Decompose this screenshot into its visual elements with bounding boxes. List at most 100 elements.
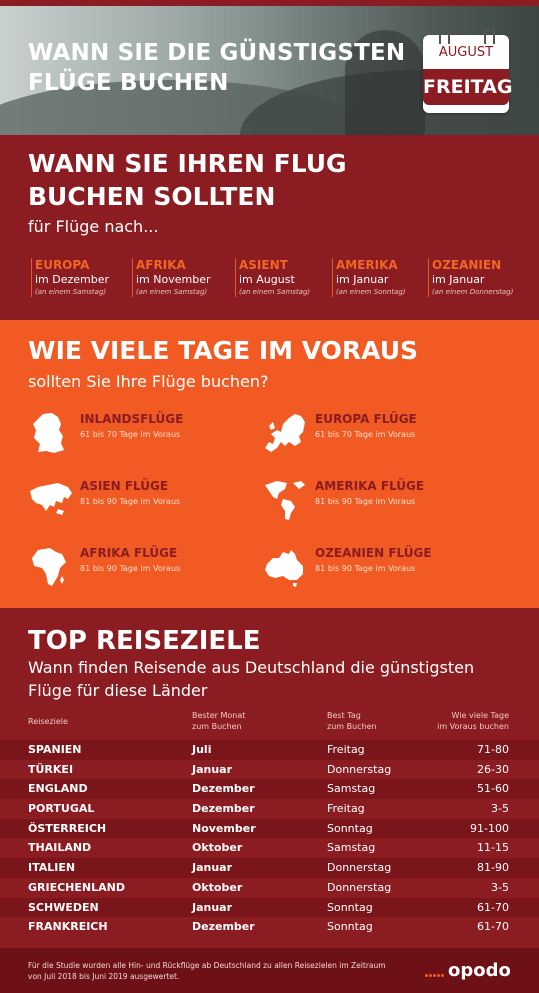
country-cell: GRIECHENLAND (28, 880, 125, 894)
header-destination: Reiseziele (28, 717, 68, 726)
table-row: THAILAND Oktober Samstag 11-15 (0, 838, 539, 859)
item-title: ASIEN FLÜGE (80, 479, 169, 493)
item-days: 81 bis 90 Tage im Voraus (80, 564, 181, 573)
item-days: 61 bis 70 Tage im Voraus (315, 430, 416, 439)
header-best-day: Best Tag zum Buchen (327, 710, 377, 732)
region-day: (an einem Samstag) (239, 288, 311, 296)
month-cell: Januar (192, 861, 233, 875)
opodo-logo: opodo (425, 960, 511, 982)
region-name: AMERIKA (336, 258, 398, 272)
day-cell: Donnerstag (327, 861, 392, 875)
item-title: AFRIKA FLÜGE (80, 546, 178, 560)
day-cell: Freitag (327, 743, 365, 756)
table-row: ENGLAND Dezember Samstag 51-60 (0, 779, 539, 800)
section-subtitle: sollten Sie Ihre Flüge buchen? (28, 372, 269, 391)
region-name: AFRIKA (136, 258, 186, 272)
region-day: (an einem Sonntag) (336, 288, 406, 296)
region-europe: EUROPA im Dezember (an einem Samstag) (31, 258, 130, 297)
region-day: (an einem Samstag) (35, 288, 107, 296)
country-cell: TÜRKEI (28, 762, 74, 776)
country-cell: ÖSTERREICH (28, 821, 107, 835)
advance-item-africa: AFRIKA FLÜGE 81 bis 90 Tage im Voraus (28, 542, 268, 592)
table-row: SPANIEN Juli Freitag 71-80 (0, 740, 539, 760)
country-cell: ITALIEN (28, 861, 76, 875)
month-cell: November (192, 821, 256, 835)
section-subtitle: für Flüge nach... (28, 217, 159, 236)
day-cell: Sonntag (327, 821, 373, 835)
section-title-line: WANN SIE IHREN FLUG (28, 149, 347, 178)
country-cell: THAILAND (28, 841, 92, 855)
header-days-ahead: Wie viele Tage im Voraus buchen (437, 710, 509, 732)
hero-title: WANN SIE DIE GÜNSTIGSTEN FLÜGE BUCHEN (28, 38, 405, 98)
days-cell: 91-100 (470, 821, 509, 835)
day-cell: Sonntag (327, 920, 373, 934)
region-day: (an einem Donnerstag) (432, 288, 514, 296)
region-month: im Januar (336, 273, 389, 286)
footnote: Für die Studie wurden alle Hin- und Rück… (28, 961, 386, 981)
table-row: TÜRKEI Januar Donnerstag 26-30 (0, 759, 539, 780)
table-row: ÖSTERREICH November Sonntag 91-100 (0, 818, 539, 839)
region-name: ASIENT (239, 258, 288, 272)
item-title: AMERIKA FLÜGE (315, 479, 425, 493)
days-cell: 61-70 (477, 920, 509, 934)
days-cell: 71-80 (477, 743, 509, 756)
days-cell: 3-5 (491, 802, 509, 816)
region-month: im Dezember (35, 273, 110, 286)
section-title: WANN SIE IHREN FLUG BUCHEN SOLLTEN (28, 147, 347, 213)
days-cell: 26-30 (477, 762, 509, 776)
section-title: TOP REISEZIELE (28, 626, 261, 656)
table-row: ITALIEN Januar Donnerstag 81-90 (0, 858, 539, 878)
month-cell: Dezember (192, 782, 255, 796)
month-cell: Dezember (192, 802, 255, 816)
header-best-month: Bester Monat zum Buchen (192, 710, 245, 732)
month-cell: Januar (192, 900, 233, 914)
region-month: im August (239, 273, 295, 286)
calendar-icon: AUGUST FREITAG (423, 29, 512, 113)
table-row: GRIECHENLAND Oktober Donnerstag 3-5 (0, 877, 539, 898)
section-subtitle: Wann finden Reisende aus Deutschland die… (28, 658, 475, 700)
item-days: 61 bis 70 Tage im Voraus (80, 430, 181, 439)
advance-item-oceania: OZEANIEN FLÜGE 81 bis 90 Tage im Voraus (263, 542, 503, 592)
calendar-ring (439, 29, 450, 44)
item-days: 81 bis 90 Tage im Voraus (315, 564, 416, 573)
americas-map-icon (265, 481, 305, 520)
section-title: WIE VIELE TAGE IM VORAUS (28, 336, 419, 365)
day-cell: Donnerstag (327, 880, 392, 894)
table-row: PORTUGAL Dezember Freitag 3-5 (0, 799, 539, 819)
top-destinations-section: TOP REISEZIELE Wann finden Reisende aus … (0, 608, 539, 948)
when-to-book-section: WANN SIE IHREN FLUG BUCHEN SOLLTEN für F… (0, 135, 539, 320)
logo-dots-icon (425, 961, 445, 982)
asia-map-icon (30, 483, 72, 515)
advance-item-europe: EUROPA FLÜGE 61 bis 70 Tage im Voraus (263, 408, 503, 458)
region-oceania: OZEANIEN im Januar (an einem Donnerstag) (428, 258, 532, 297)
table-row: SCHWEDEN Januar Sonntag 61-70 (0, 897, 539, 918)
header-line: zum Buchen (327, 722, 377, 731)
days-cell: 11-15 (477, 841, 509, 855)
calendar-day: FREITAG (423, 69, 512, 105)
day-cell: Donnerstag (327, 762, 392, 776)
day-cell: Freitag (327, 802, 365, 816)
day-cell: Sonntag (327, 900, 373, 914)
africa-map-icon (32, 548, 66, 586)
day-cell: Samstag (327, 782, 376, 796)
month-cell: Januar (192, 762, 233, 776)
country-cell: PORTUGAL (28, 802, 95, 816)
days-cell: 3-5 (491, 880, 509, 894)
header-line: Wie viele Tage (451, 711, 509, 720)
region-day: (an einem Samstag) (136, 288, 208, 296)
top-strip (0, 0, 539, 6)
region-africa: AFRIKA im November (an einem Samstag) (132, 258, 231, 297)
item-title: EUROPA FLÜGE (315, 412, 417, 426)
region-asia: ASIENT im August (an einem Samstag) (235, 258, 334, 297)
item-days: 81 bis 90 Tage im Voraus (315, 497, 416, 506)
region-month: im Januar (432, 273, 485, 286)
month-cell: Oktober (192, 841, 243, 855)
table-row: FRANKREICH Dezember Sonntag 61-70 (0, 917, 539, 937)
region-name: OZEANIEN (432, 258, 502, 272)
country-cell: SPANIEN (28, 743, 82, 756)
logo-text: opodo (448, 960, 511, 981)
region-name: EUROPA (35, 258, 90, 272)
days-cell: 81-90 (477, 861, 509, 875)
region-month: im November (136, 273, 211, 286)
